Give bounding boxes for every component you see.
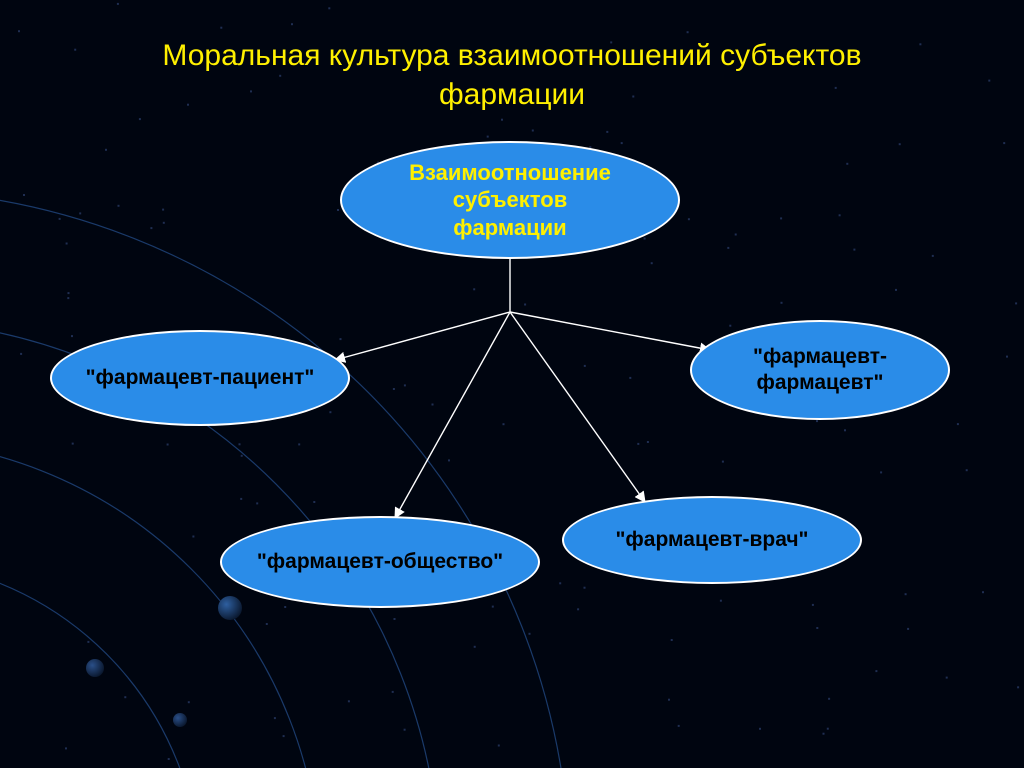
orbit-dot (218, 596, 242, 620)
node-patient: "фармацевт-пациент" (50, 330, 350, 426)
edge-to-society (395, 312, 510, 518)
node-pharm: "фармацевт- фармацевт" (690, 320, 950, 420)
edge-to-pharm (510, 312, 710, 350)
slide-title: Моральная культура взаимоотношений субъе… (0, 36, 1024, 114)
node-society: "фармацевт-общество" (220, 516, 540, 608)
edge-to-patient (335, 312, 510, 360)
slide-canvas: Моральная культура взаимоотношений субъе… (0, 0, 1024, 768)
edge-to-doctor (510, 312, 645, 502)
orbit-dot (86, 659, 104, 677)
node-doctor: "фармацевт-врач" (562, 496, 862, 584)
node-center: Взаимоотношение субъектов фармации (340, 141, 680, 259)
orbit-dot (173, 713, 187, 727)
